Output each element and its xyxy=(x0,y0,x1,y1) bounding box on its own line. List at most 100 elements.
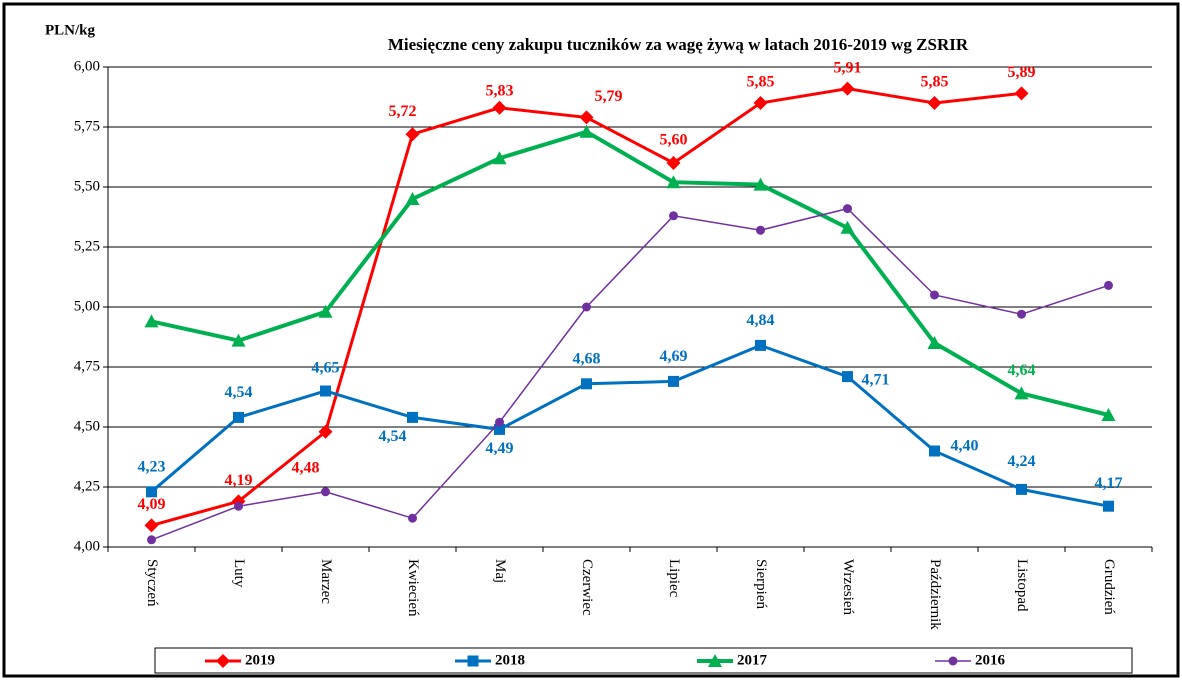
legend-label: 2019 xyxy=(245,652,275,668)
x-tick-label: Grudzień xyxy=(1101,559,1117,615)
data-label: 4,19 xyxy=(225,472,253,489)
marker xyxy=(408,513,417,523)
marker xyxy=(666,175,681,189)
marker xyxy=(147,535,156,545)
marker xyxy=(708,654,722,667)
marker xyxy=(407,411,418,423)
data-label: 4,40 xyxy=(951,438,979,455)
marker xyxy=(579,124,594,138)
marker xyxy=(494,423,505,435)
data-label: 4,49 xyxy=(486,440,514,457)
chart-title: Miesięczne ceny zakupu tuczników za wagę… xyxy=(388,35,969,54)
data-label: 5,85 xyxy=(747,74,775,91)
marker xyxy=(1017,309,1026,319)
x-tick-label: Czerwiec xyxy=(579,559,595,616)
data-label: 5,79 xyxy=(595,88,623,105)
marker xyxy=(843,204,852,214)
marker xyxy=(1104,280,1113,290)
x-tick-label: Marzec xyxy=(318,559,334,604)
marker xyxy=(930,290,939,300)
y-tick-label: 4,50 xyxy=(74,418,100,434)
series-line xyxy=(150,343,1109,508)
data-label: 5,60 xyxy=(660,132,688,149)
data-label: 4,48 xyxy=(292,459,320,476)
marker xyxy=(144,518,159,533)
x-tick-label: Sierpień xyxy=(753,559,769,609)
marker xyxy=(666,156,681,170)
marker xyxy=(467,655,479,667)
marker xyxy=(320,385,331,397)
marker xyxy=(582,302,591,312)
data-label: 4,71 xyxy=(862,371,890,388)
data-label: 4,17 xyxy=(1095,475,1123,492)
marker xyxy=(233,411,244,423)
data-label: 5,89 xyxy=(1008,64,1036,81)
marker xyxy=(755,339,766,351)
marker xyxy=(842,371,853,383)
x-tick-label: Kwiecień xyxy=(405,559,421,617)
data-label: 4,54 xyxy=(225,384,253,401)
data-label: 4,68 xyxy=(573,350,601,367)
x-tick-label: Luty xyxy=(231,559,247,588)
legend-label: 2018 xyxy=(495,652,525,668)
y-tick-label: 5,00 xyxy=(74,298,100,314)
marker xyxy=(753,177,768,191)
x-tick-label: Maj xyxy=(492,559,508,583)
marker xyxy=(318,304,333,318)
y-tick-label: 4,75 xyxy=(74,358,100,374)
marker xyxy=(927,336,942,349)
x-tick-label: Lipiec xyxy=(666,559,682,598)
legend-label: 2017 xyxy=(737,652,768,668)
marker xyxy=(234,501,243,511)
marker xyxy=(405,192,420,205)
data-label: 4,69 xyxy=(660,348,688,365)
y-tick-label: 5,25 xyxy=(74,238,100,254)
marker xyxy=(1103,500,1114,512)
marker xyxy=(929,445,940,457)
marker xyxy=(495,417,504,427)
series-line xyxy=(151,207,1109,541)
data-label: 4,23 xyxy=(138,458,166,475)
data-label: 4,84 xyxy=(747,312,775,329)
data-label: 4,64 xyxy=(1008,362,1036,379)
marker xyxy=(927,96,942,110)
marker xyxy=(231,333,246,347)
series-line xyxy=(151,129,1109,417)
y-tick-label: 5,50 xyxy=(74,178,100,194)
data-label: 5,72 xyxy=(389,103,417,120)
y-axis-label: PLN/kg xyxy=(45,22,96,38)
marker xyxy=(492,151,507,165)
marker xyxy=(948,656,958,666)
marker xyxy=(840,220,855,234)
marker xyxy=(579,110,594,125)
y-tick-label: 4,25 xyxy=(74,478,100,494)
marker xyxy=(146,486,157,498)
y-tick-label: 5,75 xyxy=(74,118,100,134)
data-label: 5,91 xyxy=(834,59,862,76)
marker xyxy=(492,100,507,115)
data-label: 4,09 xyxy=(138,496,166,513)
data-label: 5,83 xyxy=(486,82,514,99)
marker xyxy=(318,424,333,439)
marker xyxy=(405,127,420,142)
data-label: 4,65 xyxy=(312,360,340,377)
marker xyxy=(668,375,679,387)
marker xyxy=(321,487,330,497)
marker xyxy=(144,314,159,328)
marker xyxy=(1014,86,1029,101)
marker xyxy=(840,81,855,96)
legend-label: 2016 xyxy=(975,652,1006,668)
marker xyxy=(756,225,765,235)
marker xyxy=(1101,408,1116,421)
y-tick-label: 4,00 xyxy=(74,538,100,554)
marker xyxy=(581,378,592,390)
data-label: 4,24 xyxy=(1008,453,1036,470)
data-label: 5,85 xyxy=(921,74,949,91)
x-tick-label: Styczeń xyxy=(144,559,160,607)
marker xyxy=(216,654,230,668)
x-tick-label: Październik xyxy=(927,559,943,630)
marker xyxy=(1014,386,1029,400)
x-tick-label: Listopad xyxy=(1014,559,1030,612)
marker xyxy=(1016,483,1027,495)
